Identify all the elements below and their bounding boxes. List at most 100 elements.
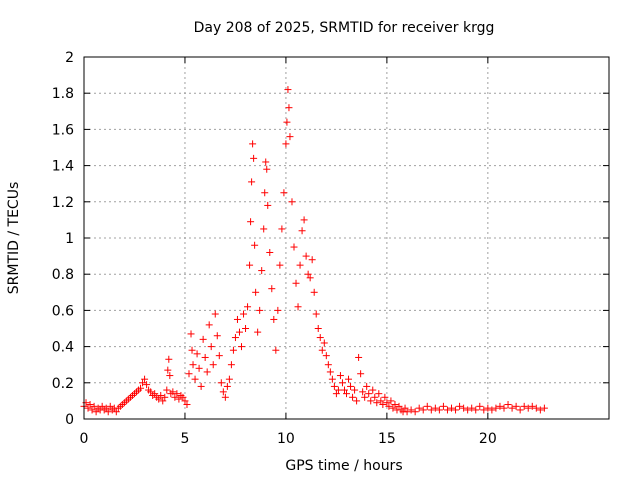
data-point xyxy=(276,261,284,269)
data-point xyxy=(387,397,395,405)
x-tick-label: 15 xyxy=(378,431,396,447)
data-point xyxy=(312,310,320,318)
data-point xyxy=(199,335,207,343)
data-point xyxy=(112,408,120,416)
data-point xyxy=(229,346,237,354)
data-point xyxy=(159,397,167,405)
data-point xyxy=(264,201,272,209)
data-point xyxy=(163,386,171,394)
data-point xyxy=(385,402,393,410)
data-point xyxy=(223,382,231,390)
data-point xyxy=(161,393,169,401)
data-point xyxy=(407,406,415,414)
data-point xyxy=(171,393,179,401)
data-point xyxy=(330,382,338,390)
data-point xyxy=(193,350,201,358)
data-point xyxy=(361,393,369,401)
data-point xyxy=(207,343,215,351)
y-tick-label: 0.6 xyxy=(52,303,74,319)
data-point xyxy=(332,390,340,398)
data-point xyxy=(369,386,377,394)
data-point xyxy=(314,325,322,332)
data-point xyxy=(316,334,324,342)
data-point xyxy=(179,393,187,401)
data-point xyxy=(377,397,385,405)
data-point xyxy=(347,382,355,390)
data-point xyxy=(496,402,504,410)
data-point xyxy=(225,375,233,383)
data-point xyxy=(371,393,379,401)
y-tick-label: 1.2 xyxy=(52,195,74,211)
data-point xyxy=(439,402,447,410)
data-point xyxy=(173,390,181,398)
data-point xyxy=(472,406,480,414)
data-point xyxy=(512,402,520,410)
data-point xyxy=(452,406,460,414)
data-point xyxy=(488,406,496,414)
data-point xyxy=(363,382,371,390)
data-point xyxy=(431,404,439,412)
data-point xyxy=(86,401,94,409)
y-tick-label: 0.2 xyxy=(52,376,74,392)
data-point xyxy=(189,361,197,369)
data-point xyxy=(383,399,391,407)
data-point xyxy=(104,408,112,416)
data-point xyxy=(251,241,259,249)
data-point xyxy=(480,406,488,414)
data-point xyxy=(181,397,189,405)
data-point xyxy=(353,397,361,405)
data-point xyxy=(141,375,149,383)
data-point xyxy=(247,218,255,226)
data-point xyxy=(215,352,223,360)
data-point xyxy=(284,86,292,94)
data-point xyxy=(151,390,159,398)
data-point xyxy=(355,353,363,361)
y-tick-label: 0 xyxy=(65,412,74,428)
data-point xyxy=(102,404,110,412)
axis-ticks: 00.20.40.60.811.21.41.61.820 5 10 15 20 xyxy=(52,50,609,447)
data-point xyxy=(427,406,435,414)
x-tick-label: 20 xyxy=(479,431,497,447)
chart-title: Day 208 of 2025, SRMTID for receiver krg… xyxy=(194,20,495,36)
y-tick-label: 1.4 xyxy=(52,159,74,175)
data-point xyxy=(516,406,524,414)
y-tick-label: 0.8 xyxy=(52,267,74,283)
data-point xyxy=(227,361,235,369)
data-point xyxy=(351,386,359,394)
data-point xyxy=(500,404,508,412)
data-point xyxy=(211,310,219,318)
data-point xyxy=(188,346,196,354)
y-axis-label: SRMTID / TECUs xyxy=(6,182,22,295)
data-point xyxy=(165,355,173,363)
data-point xyxy=(240,310,248,318)
data-point xyxy=(169,388,177,396)
data-point xyxy=(296,261,304,269)
data-point xyxy=(266,248,274,256)
data-point xyxy=(263,165,271,173)
data-point xyxy=(231,334,239,342)
data-point xyxy=(157,391,165,399)
data-point xyxy=(484,404,492,412)
data-point xyxy=(423,402,431,410)
data-point xyxy=(320,339,328,347)
data-point xyxy=(379,401,387,409)
x-tick-label: 10 xyxy=(277,431,295,447)
y-tick-label: 1.8 xyxy=(52,86,74,102)
x-axis-label: GPS time / hours xyxy=(285,458,402,474)
data-point xyxy=(262,158,270,166)
data-point xyxy=(187,330,195,338)
data-point xyxy=(528,402,536,410)
data-point xyxy=(213,332,221,340)
data-point xyxy=(415,404,423,412)
data-point xyxy=(254,328,262,336)
x-tick-label: 0 xyxy=(80,431,89,447)
data-point xyxy=(249,140,257,148)
data-point xyxy=(272,346,280,354)
y-tick-label: 1.6 xyxy=(52,122,74,138)
data-point xyxy=(336,372,344,380)
data-point xyxy=(520,402,528,410)
data-point xyxy=(294,303,302,311)
data-point xyxy=(349,393,357,401)
